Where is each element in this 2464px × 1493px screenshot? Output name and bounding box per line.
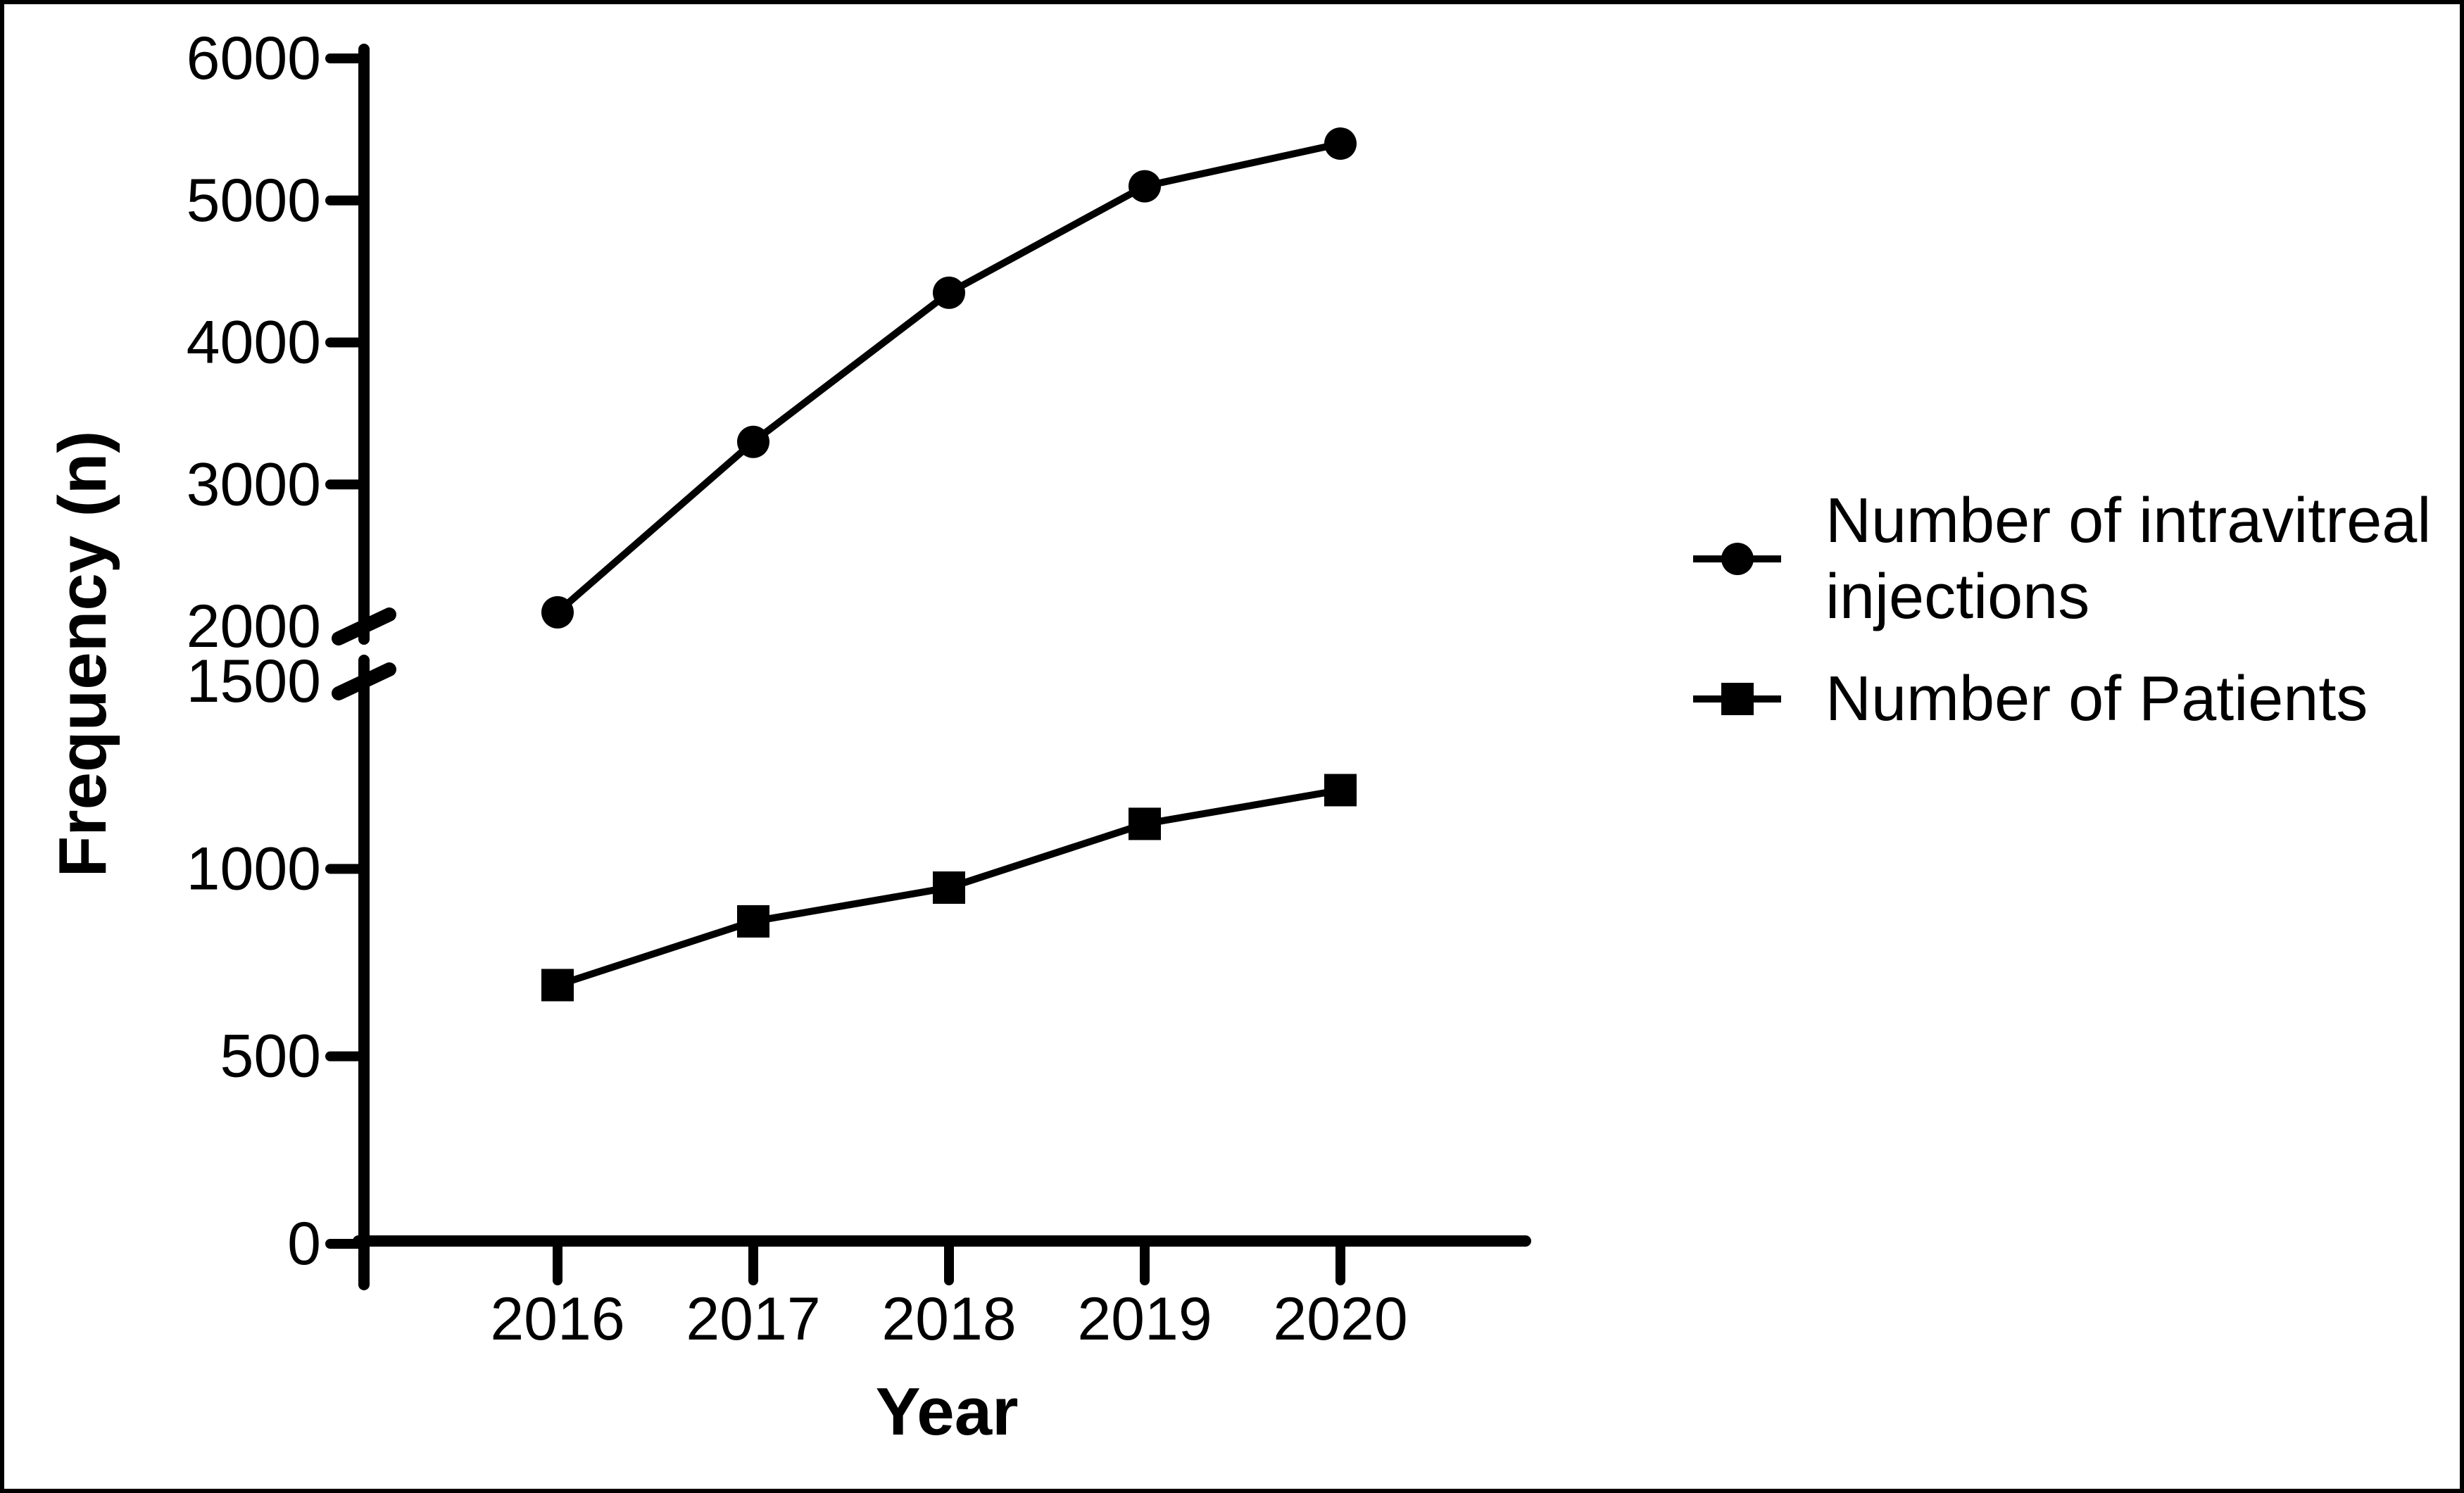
series-line-number-of-intravitreal-injections [555, 140, 1342, 615]
data-point-number-of-patients-2018 [933, 871, 965, 904]
y-tick-label-6000: 6000 [187, 25, 321, 92]
y-axis-break-tick-2000 [332, 607, 396, 645]
series-group [541, 127, 1357, 1002]
data-point-number-of-patients-2019 [1129, 807, 1161, 840]
x-tick-label-2019: 2019 [1077, 1285, 1212, 1353]
y-tick-label-1500: 1500 [187, 648, 321, 715]
y-axis-break-tick-1500 [332, 662, 396, 700]
data-point-number-of-patients-2016 [541, 969, 574, 1002]
y-tick-label-500: 500 [220, 1023, 322, 1090]
x-tick-label-2017: 2017 [686, 1285, 820, 1353]
x-tick-label-2020: 2020 [1273, 1285, 1407, 1353]
legend-label-injections-line2: injections [1825, 562, 2089, 632]
data-point-number-of-intravitreal-injections-2018 [933, 276, 965, 309]
legend: Number of intravitreal injections Number… [1693, 486, 2431, 734]
y-tick-label-2000: 2000 [187, 593, 321, 660]
data-point-number-of-intravitreal-injections-2020 [1324, 127, 1357, 160]
data-point-number-of-patients-2017 [737, 905, 769, 938]
legend-label-injections-line1: Number of intravitreal [1825, 486, 2431, 556]
y-tick-label-3000: 3000 [187, 451, 321, 518]
legend-markers [1693, 543, 1781, 715]
y-tick-label-0: 0 [287, 1210, 321, 1278]
legend-circle-marker-icon [1721, 543, 1754, 575]
data-point-number-of-intravitreal-injections-2017 [737, 425, 769, 458]
y-tick-label-1000: 1000 [187, 835, 321, 902]
y-tick-label-5000: 5000 [187, 167, 321, 234]
data-point-number-of-patients-2020 [1324, 774, 1357, 807]
y-axis-title: Frequency (n) [45, 431, 120, 878]
y-tick-label-4000: 4000 [187, 309, 321, 377]
data-point-number-of-intravitreal-injections-2019 [1129, 170, 1161, 203]
x-axis-title: Year [876, 1374, 1019, 1449]
x-tick-label-2018: 2018 [881, 1285, 1016, 1353]
x-tick-label-2016: 2016 [490, 1285, 624, 1353]
legend-square-marker-icon [1721, 683, 1754, 715]
data-point-number-of-intravitreal-injections-2016 [541, 596, 574, 629]
legend-label-patients: Number of Patients [1825, 664, 2368, 734]
